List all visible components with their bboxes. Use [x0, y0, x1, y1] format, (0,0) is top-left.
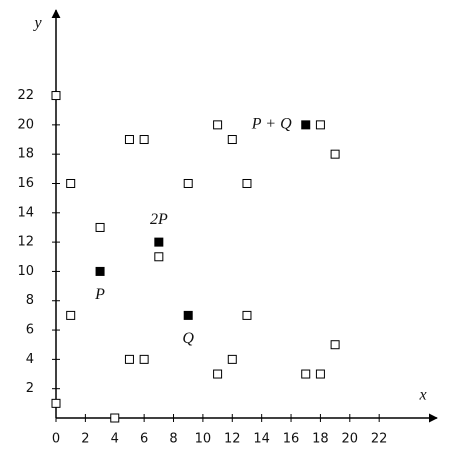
point [124, 135, 134, 145]
y-tick-label: 16 [17, 176, 34, 191]
x-axis-label: x [418, 387, 426, 404]
point-label: P [94, 286, 105, 303]
point [154, 252, 164, 262]
y-tick-label: 18 [17, 147, 34, 162]
point [95, 222, 105, 232]
point [330, 340, 340, 350]
y-tick-label: 14 [17, 205, 34, 220]
point [51, 398, 61, 408]
point [66, 178, 76, 188]
point [213, 369, 223, 379]
point-label: Q [182, 330, 194, 347]
x-tick-label: 12 [224, 432, 241, 447]
point-label: 2P [150, 211, 168, 228]
y-axis-label: y [32, 15, 42, 32]
point-label: P + Q [251, 116, 292, 133]
point [242, 310, 252, 320]
y-tick-label: 2 [26, 381, 34, 396]
point-filled [154, 237, 164, 247]
point [66, 310, 76, 320]
point [315, 369, 325, 379]
x-tick-label: 2 [81, 432, 89, 447]
x-tick-label: 22 [371, 432, 388, 447]
x-tick-label: 16 [283, 432, 300, 447]
point-filled [301, 120, 311, 130]
point-filled [95, 266, 105, 276]
x-tick-label: 18 [312, 432, 329, 447]
y-tick-label: 8 [26, 293, 34, 308]
point [124, 354, 134, 364]
x-tick-label: 8 [169, 432, 177, 447]
point [213, 120, 223, 130]
x-tick-label: 10 [195, 432, 212, 447]
y-tick-label: 22 [17, 88, 34, 103]
point [330, 149, 340, 159]
point [139, 354, 149, 364]
y-tick-label: 20 [17, 117, 34, 132]
point [227, 135, 237, 145]
point [315, 120, 325, 130]
x-tick-label: 14 [253, 432, 270, 447]
x-tick-label: 20 [342, 432, 359, 447]
x-tick-label: 4 [111, 432, 119, 447]
point [242, 178, 252, 188]
point [139, 135, 149, 145]
y-tick-label: 10 [17, 264, 34, 279]
point [51, 91, 61, 101]
y-tick-label: 4 [26, 352, 34, 367]
point [301, 369, 311, 379]
point-filled [183, 310, 193, 320]
point [227, 354, 237, 364]
x-tick-label: 6 [140, 432, 148, 447]
y-tick-label: 6 [26, 323, 34, 338]
y-tick-label: 12 [17, 235, 34, 250]
point [183, 178, 193, 188]
point [110, 413, 120, 423]
x-tick-label: 0 [52, 432, 60, 447]
